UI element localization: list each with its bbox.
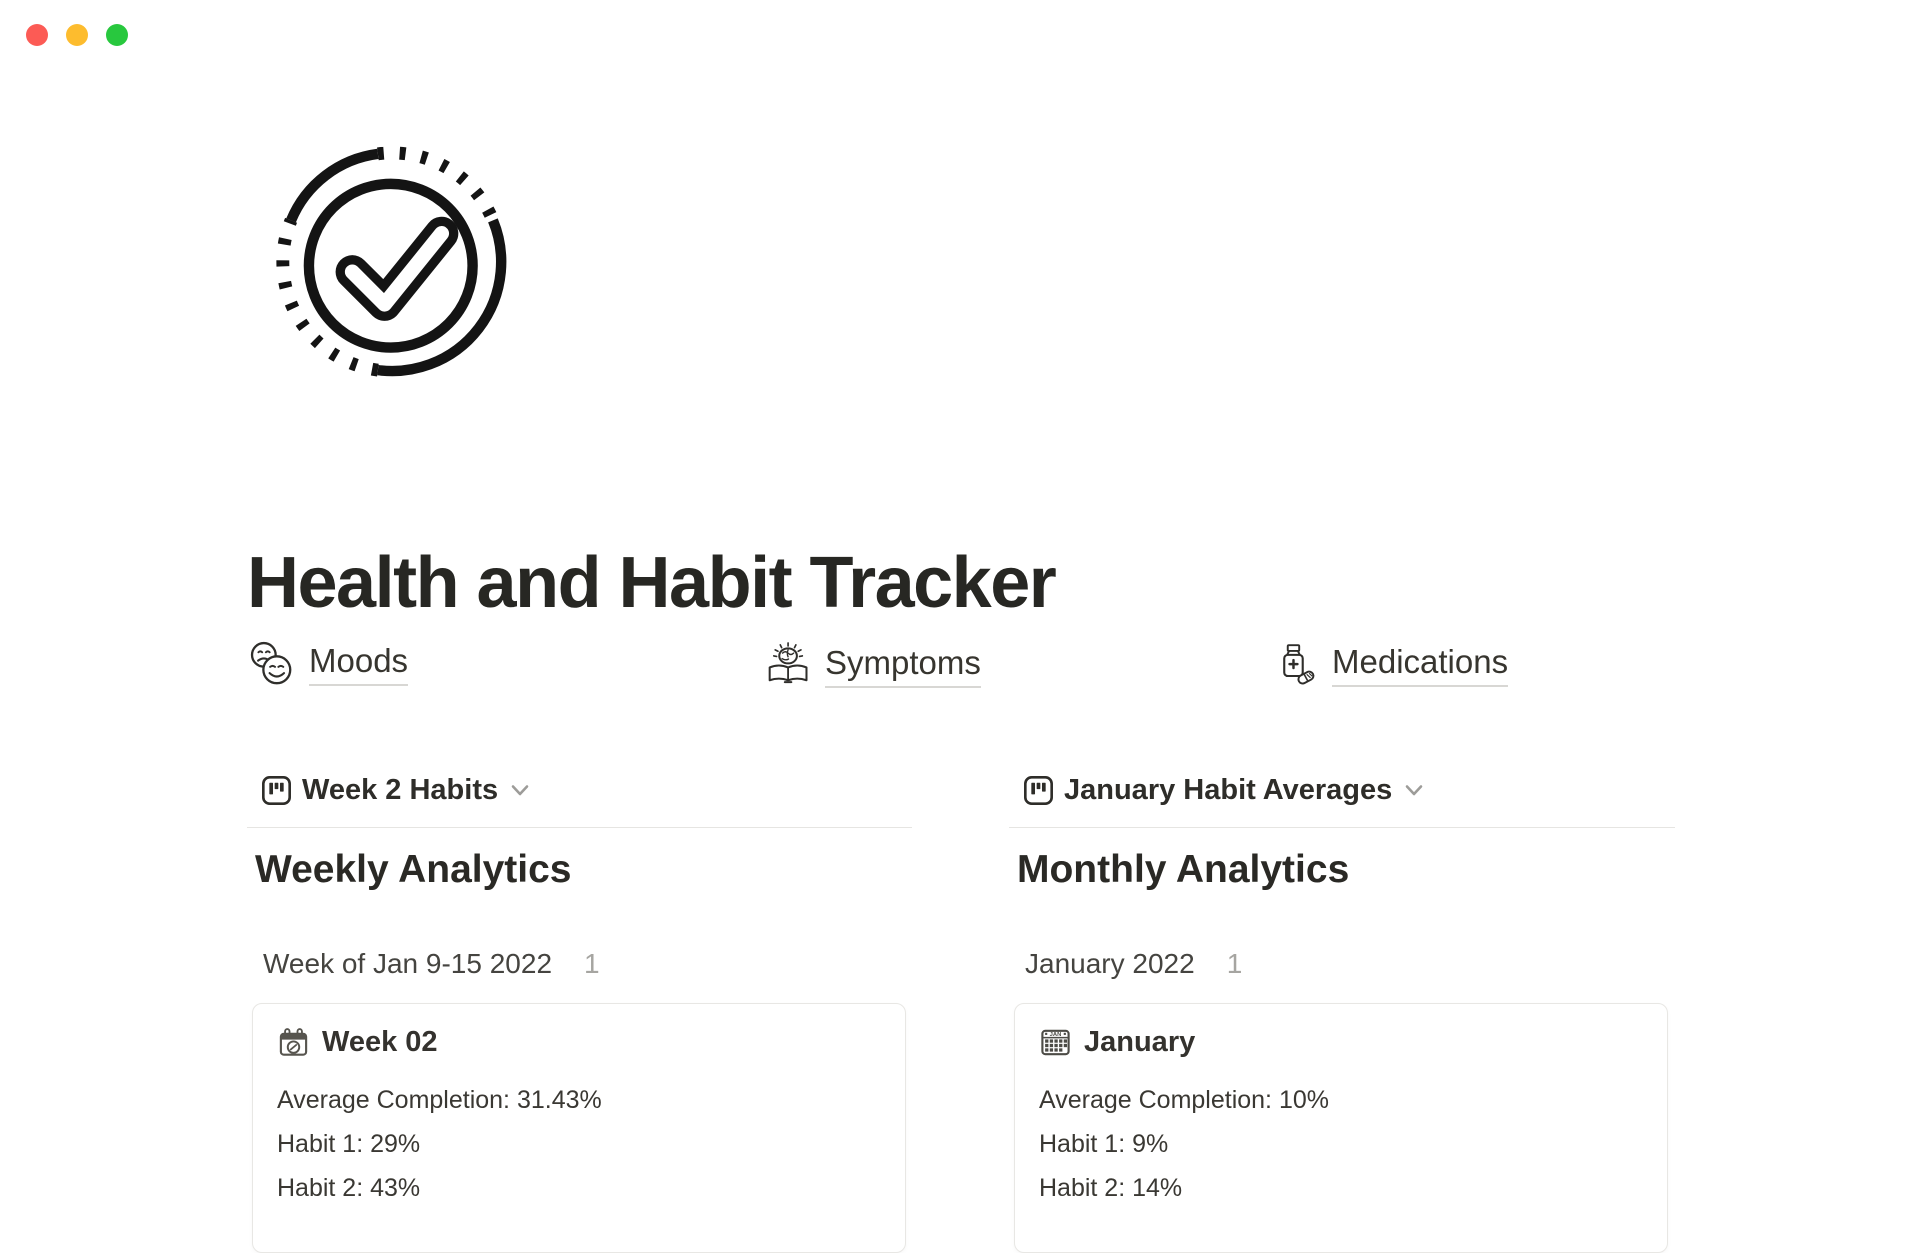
card-line: Average Completion: 31.43% [277, 1086, 602, 1114]
symptoms-link[interactable]: Symptoms [766, 640, 981, 692]
weekly-view-header[interactable]: Week 2 Habits [261, 771, 532, 809]
week-calendar-icon [279, 1028, 308, 1056]
column-divider [1009, 827, 1675, 828]
minimize-window-button[interactable] [66, 24, 88, 46]
view-title: Week 2 Habits [302, 773, 499, 806]
card-line: Average Completion: 10% [1039, 1086, 1329, 1114]
zoom-window-button[interactable] [106, 24, 128, 46]
medications-icon [1283, 644, 1315, 685]
month-card-header: JAN January [1039, 1026, 1643, 1059]
weekly-column: Week 2 Habits Weekly Analytics Week of J… [247, 770, 912, 1253]
symptoms-link-label: Symptoms [825, 644, 981, 688]
monthly-column: January Habit Averages Monthly Analytics… [1009, 770, 1675, 1253]
card-line: Habit 2: 14% [1039, 1174, 1183, 1202]
board-view-icon [262, 775, 291, 805]
card-line: Habit 2: 43% [277, 1174, 421, 1202]
column-divider [247, 827, 912, 828]
week-card-header: Week 02 [277, 1026, 881, 1059]
card-line: Habit 1: 29% [277, 1130, 421, 1158]
group-count: 1 [1226, 948, 1243, 979]
moods-link-label: Moods [309, 642, 409, 686]
chevron-down-icon[interactable] [1402, 778, 1426, 802]
group-label[interactable]: Week of Jan 9-15 2022 [263, 948, 553, 979]
board-view-icon [1024, 775, 1053, 805]
card-title: January [1084, 1026, 1196, 1058]
weekly-analytics-heading: Weekly Analytics [255, 848, 572, 891]
card-line: Habit 1: 9% [1039, 1130, 1169, 1158]
medications-link-label: Medications [1332, 643, 1509, 687]
group-label[interactable]: January 2022 [1025, 948, 1195, 979]
window-controls [26, 24, 128, 46]
weekly-group-row: Week of Jan 9-15 2022 1 [263, 944, 600, 984]
notion-health-habit-page: { "window": { "controls": [ {"name": "cl… [26, 24, 1675, 1253]
page-title: Health and Habit Tracker [247, 543, 1057, 624]
close-window-button[interactable] [26, 24, 48, 46]
moods-icon [250, 641, 292, 685]
moods-link[interactable]: Moods [248, 640, 409, 688]
card-title: Week 02 [322, 1026, 438, 1058]
symptoms-icon [768, 642, 808, 684]
week-card[interactable]: Week 02 Average Completion: 31.43% Habit… [252, 1003, 906, 1253]
monthly-view-header[interactable]: January Habit Averages [1023, 771, 1426, 809]
month-card[interactable]: JAN January Average Completion: 10% Habi… [1014, 1003, 1668, 1253]
monthly-group-row: January 2022 1 [1025, 944, 1242, 984]
check-circle-icon[interactable] [268, 138, 516, 386]
chevron-down-icon[interactable] [508, 778, 532, 802]
monthly-analytics-heading: Monthly Analytics [1017, 848, 1350, 891]
month-calendar-icon: JAN [1041, 1029, 1070, 1056]
group-count: 1 [584, 948, 600, 979]
medications-link[interactable]: Medications [1275, 640, 1509, 690]
view-title: January Habit Averages [1064, 773, 1393, 806]
jan-label: JAN [1050, 1032, 1062, 1038]
